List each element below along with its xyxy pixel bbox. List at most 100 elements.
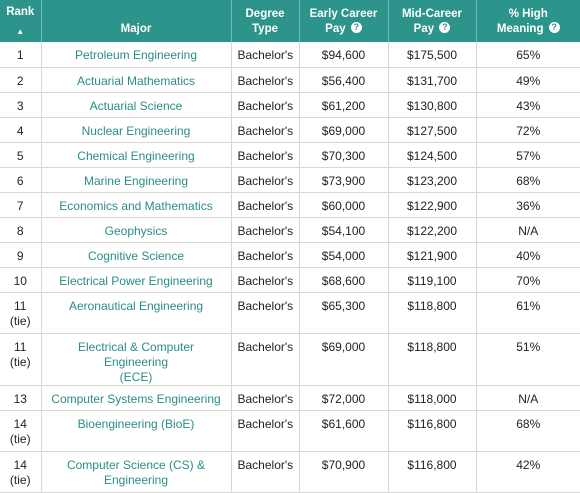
rank-value: 9: [16, 248, 24, 263]
degree-cell: Bachelor's: [231, 167, 300, 193]
table-row: 6 Marine Engineering Bachelor's $73,900 …: [0, 167, 580, 193]
table-row: 13 Computer Systems Engineering Bachelor…: [0, 385, 580, 411]
meaning-cell: 70%: [476, 267, 580, 293]
major-link-line1: Computer Science (CS) &: [66, 457, 206, 472]
rank-value: 11: [14, 339, 27, 354]
table-row: 8 Geophysics Bachelor's $54,100 $122,200…: [0, 217, 580, 243]
meaning-cell: 65%: [476, 42, 580, 68]
table-row: 4 Nuclear Engineering Bachelor's $69,000…: [0, 117, 580, 143]
rank-value: 8: [16, 223, 24, 238]
tie-note: (tie): [9, 313, 31, 328]
early-pay-cell: $68,600: [299, 267, 389, 293]
early-career-pay-column-header[interactable]: Early Career Pay ?: [299, 0, 389, 42]
rank-column-header[interactable]: Rank ▲: [0, 0, 42, 42]
early-header-line2: Pay: [325, 22, 346, 35]
major-link[interactable]: Economics and Mathematics: [59, 198, 213, 213]
rank-cell: 1: [0, 42, 42, 68]
degree-type-column-header[interactable]: Degree Type: [231, 0, 300, 42]
mid-pay-cell: $118,800: [388, 333, 477, 386]
rank-value: 5: [16, 148, 24, 163]
major-cell: Aeronautical Engineering: [41, 292, 232, 334]
rank-cell: 4: [0, 117, 42, 143]
rank-cell: 3: [0, 92, 42, 118]
early-pay-cell: $72,000: [299, 385, 389, 411]
early-pay-cell: $69,000: [299, 117, 389, 143]
mid-pay-cell: $127,500: [388, 117, 477, 143]
mid-pay-cell: $119,100: [388, 267, 477, 293]
major-link[interactable]: Computer Science (CS) & Engineering: [67, 458, 205, 487]
rank-cell: 7: [0, 192, 42, 218]
help-icon[interactable]: ?: [548, 21, 560, 33]
mid-pay-cell: $130,800: [388, 92, 477, 118]
meaning-cell: 61%: [476, 292, 580, 334]
meaning-cell: 72%: [476, 117, 580, 143]
mid-pay-cell: $118,000: [388, 385, 477, 411]
early-pay-cell: $65,300: [299, 292, 389, 334]
tie-note: (tie): [9, 472, 31, 487]
major-link[interactable]: Cognitive Science: [87, 248, 185, 263]
major-link[interactable]: Nuclear Engineering: [81, 123, 191, 138]
mid-pay-cell: $118,800: [388, 292, 477, 334]
major-cell: Petroleum Engineering: [41, 42, 232, 68]
tie-note: (tie): [9, 354, 31, 369]
degree-cell: Bachelor's: [231, 117, 300, 143]
help-icon[interactable]: ?: [439, 21, 451, 33]
degree-cell: Bachelor's: [231, 42, 300, 68]
rank-value: 4: [16, 123, 24, 138]
rank-header-label: Rank: [6, 6, 35, 18]
degree-cell: Bachelor's: [231, 217, 300, 243]
meaning-header-line2: Meaning: [496, 22, 544, 35]
early-pay-cell: $70,300: [299, 142, 389, 168]
major-link[interactable]: Actuarial Mathematics: [76, 73, 196, 88]
rank-value: 11: [14, 298, 27, 313]
help-icon[interactable]: ?: [350, 21, 362, 33]
major-link-line2: (ECE): [119, 369, 153, 384]
major-link[interactable]: Electrical Power Engineering: [59, 273, 213, 288]
table-row: 3 Actuarial Science Bachelor's $61,200 $…: [0, 92, 580, 118]
major-link[interactable]: Bioengineering (BioE): [77, 416, 195, 431]
major-link[interactable]: Aeronautical Engineering: [68, 298, 204, 313]
mid-pay-cell: $131,700: [388, 67, 477, 93]
meaning-cell: 68%: [476, 167, 580, 193]
rank-cell: 11 (tie): [0, 292, 42, 334]
degree-cell: Bachelor's: [231, 142, 300, 168]
mid-pay-cell: $123,200: [388, 167, 477, 193]
table-row: 1 Petroleum Engineering Bachelor's $94,6…: [0, 42, 580, 68]
tie-note: (tie): [9, 431, 31, 446]
sort-ascending-icon[interactable]: ▲: [16, 27, 25, 36]
meaning-cell: 51%: [476, 333, 580, 386]
degree-cell: Bachelor's: [231, 333, 300, 386]
major-cell: Actuarial Mathematics: [41, 67, 232, 93]
mid-pay-cell: $175,500: [388, 42, 477, 68]
rank-cell: 9: [0, 242, 42, 268]
rank-value: 14: [13, 457, 27, 472]
table-row: 9 Cognitive Science Bachelor's $54,000 $…: [0, 242, 580, 268]
table-row: 11 (tie) Aeronautical Engineering Bachelo…: [0, 292, 580, 334]
meaning-header-line1: % High: [508, 7, 548, 20]
major-link[interactable]: Electrical & Computer Engineering (ECE): [78, 340, 194, 384]
early-pay-cell: $61,600: [299, 410, 389, 452]
rank-value: 6: [16, 173, 24, 188]
table-row: 7 Economics and Mathematics Bachelor's $…: [0, 192, 580, 218]
major-link[interactable]: Geophysics: [104, 223, 168, 238]
mid-pay-cell: $122,200: [388, 217, 477, 243]
major-link[interactable]: Petroleum Engineering: [74, 48, 198, 62]
mid-header-line2: Pay: [413, 22, 435, 35]
major-link[interactable]: Marine Engineering: [83, 173, 189, 188]
mid-header-line1: Mid-Career: [401, 7, 463, 20]
high-meaning-column-header[interactable]: % High Meaning ?: [476, 0, 580, 42]
table-row: 10 Electrical Power Engineering Bachelor…: [0, 267, 580, 293]
major-column-header[interactable]: Major: [41, 0, 232, 42]
major-link[interactable]: Chemical Engineering: [77, 148, 195, 163]
mid-career-pay-column-header[interactable]: Mid-Career Pay ?: [388, 0, 477, 42]
major-link[interactable]: Actuarial Science: [89, 98, 183, 113]
degree-cell: Bachelor's: [231, 410, 300, 452]
rank-value: 13: [13, 391, 27, 406]
major-link[interactable]: Computer Systems Engineering: [51, 391, 221, 406]
mid-pay-cell: $122,900: [388, 192, 477, 218]
mid-pay-cell: $116,800: [388, 410, 477, 452]
meaning-cell: 68%: [476, 410, 580, 452]
major-header-label: Major: [120, 23, 152, 35]
meaning-cell: 49%: [476, 67, 580, 93]
